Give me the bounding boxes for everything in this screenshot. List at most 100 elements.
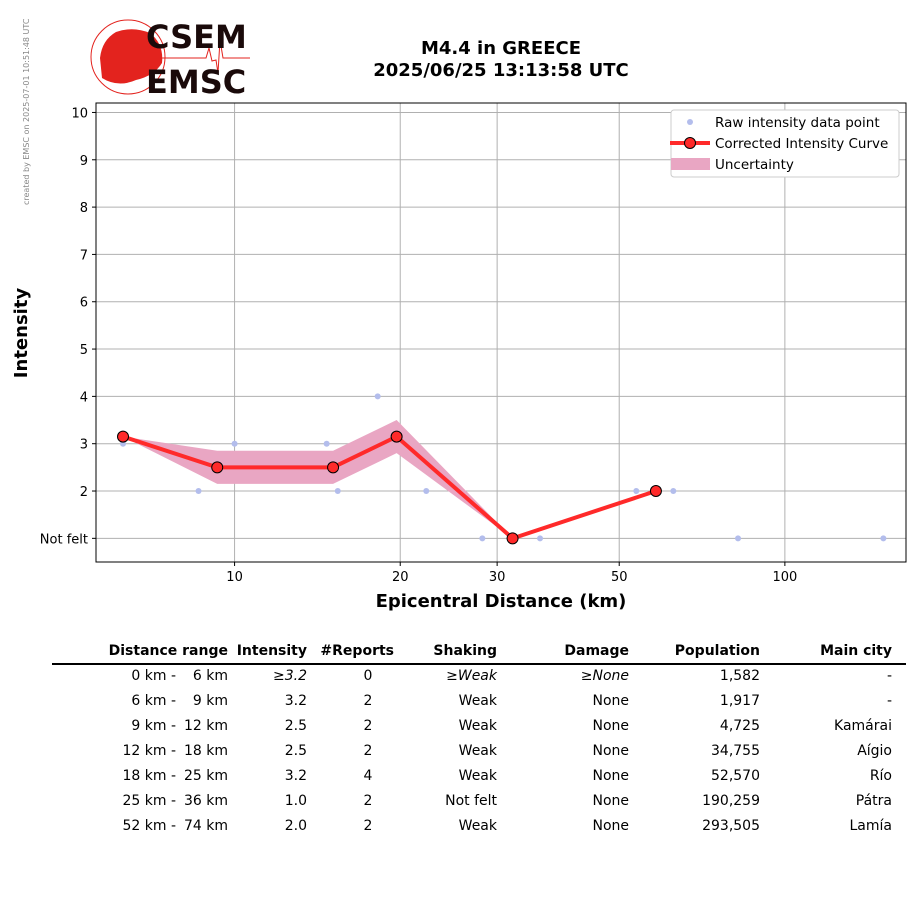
y-tick-label: 6 xyxy=(80,296,88,311)
damage-cell: None xyxy=(592,768,629,784)
main-city-cell: Kamárai xyxy=(834,718,892,734)
intensity-cell: 1.0 xyxy=(284,793,307,809)
damage-cell: ≥None xyxy=(580,668,629,684)
raw-data-point xyxy=(195,488,202,495)
y-tick-label: 7 xyxy=(80,248,88,263)
raw-data-point xyxy=(323,440,330,447)
shaking-cell: Weak xyxy=(458,818,497,834)
y-tick-label: 5 xyxy=(80,343,88,358)
svg-text:EMSC: EMSC xyxy=(146,63,246,98)
svg-text:CSEM: CSEM xyxy=(146,18,247,56)
distance-from: 9 km - xyxy=(131,718,176,734)
curve-marker xyxy=(649,485,662,498)
x-tick-label: 30 xyxy=(489,570,506,585)
y-tick-label: 9 xyxy=(80,154,88,169)
column-header: Intensity xyxy=(236,643,307,659)
x-tick-label: 50 xyxy=(611,570,628,585)
distance-to: 18 km xyxy=(183,743,228,759)
y-tick-label: Not felt xyxy=(40,532,88,547)
raw-data-point xyxy=(537,535,544,542)
reports-cell: 0 xyxy=(363,668,373,684)
main-city-cell: - xyxy=(886,693,892,709)
intensity-cell: 2.0 xyxy=(284,818,307,834)
shaking-cell: Weak xyxy=(458,693,497,709)
damage-cell: None xyxy=(592,818,629,834)
x-axis-label: Epicentral Distance (km) xyxy=(376,591,627,612)
intensity-cell: 3.2 xyxy=(284,768,307,784)
main-city-cell: - xyxy=(886,668,892,684)
distance-to: 12 km xyxy=(183,718,228,734)
shaking-cell: Not felt xyxy=(445,793,497,809)
main-city-cell: Lamía xyxy=(849,818,893,834)
damage-cell: None xyxy=(592,693,629,709)
curve-marker xyxy=(211,461,224,474)
intensity-cell: 3.2 xyxy=(284,693,307,709)
raw-data-point xyxy=(334,488,341,495)
curve-marker xyxy=(117,430,130,443)
legend-curve-marker xyxy=(684,137,696,149)
legend-label: Raw intensity data point xyxy=(715,115,880,131)
distance-from: 25 km - xyxy=(122,793,176,809)
main-city-cell: Río xyxy=(869,768,892,784)
raw-data-point xyxy=(479,535,486,542)
legend-label: Corrected Intensity Curve xyxy=(715,136,888,152)
intensity-cell: ≥3.2 xyxy=(273,668,307,684)
distance-to: 9 km xyxy=(192,693,228,709)
emsc-logo: CSEM EMSC xyxy=(90,18,250,98)
title-datetime: 2025/06/25 13:13:58 UTC xyxy=(373,60,629,81)
shaking-cell: Weak xyxy=(458,743,497,759)
y-tick-label: 8 xyxy=(80,201,88,216)
raw-data-point xyxy=(880,535,887,542)
y-tick-label: 2 xyxy=(80,485,88,500)
population-cell: 34,755 xyxy=(711,743,760,759)
reports-cell: 2 xyxy=(363,818,373,834)
distance-to: 74 km xyxy=(183,818,228,834)
y-tick-label: 4 xyxy=(80,390,88,405)
chart-title: M4.4 in GREECE 2025/06/25 13:13:58 UTC xyxy=(373,38,629,82)
raw-data-point xyxy=(670,488,677,495)
column-header: Damage xyxy=(564,643,629,659)
curve-marker xyxy=(327,461,340,474)
damage-cell: None xyxy=(592,793,629,809)
raw-data-point xyxy=(374,393,381,400)
column-header: Population xyxy=(674,643,760,659)
legend-label: Uncertainty xyxy=(715,157,794,173)
main-city-cell: Aígio xyxy=(857,743,892,759)
distance-from: 6 km - xyxy=(131,693,176,709)
distance-to: 36 km xyxy=(183,793,228,809)
raw-data-point xyxy=(633,488,640,495)
y-axis-label: Intensity xyxy=(11,288,32,379)
reports-cell: 2 xyxy=(363,693,373,709)
population-cell: 190,259 xyxy=(702,793,760,809)
damage-cell: None xyxy=(592,743,629,759)
population-cell: 293,505 xyxy=(702,818,760,834)
column-header: #Reports xyxy=(320,643,394,659)
y-tick-label: 10 xyxy=(71,106,88,121)
reports-cell: 4 xyxy=(363,768,373,784)
x-tick-label: 20 xyxy=(392,570,409,585)
shaking-cell: Weak xyxy=(458,718,497,734)
reports-cell: 2 xyxy=(363,718,373,734)
reports-cell: 2 xyxy=(363,793,373,809)
curve-marker xyxy=(390,430,403,443)
damage-cell: None xyxy=(592,718,629,734)
legend-raw-marker xyxy=(687,119,693,125)
table-header-rule xyxy=(52,663,906,665)
corrected-intensity-line xyxy=(122,434,657,541)
shaking-cell: ≥Weak xyxy=(446,668,497,684)
population-cell: 1,917 xyxy=(719,693,760,709)
population-cell: 52,570 xyxy=(711,768,760,784)
reports-cell: 2 xyxy=(363,743,373,759)
title-event: M4.4 in GREECE xyxy=(420,38,582,59)
intensity-cell: 2.5 xyxy=(284,718,307,734)
intensity-chart: 10 20 30 50 100 Not felt 2 3 4 5 6 7 8 9 10 Epicentral … xyxy=(11,102,907,612)
distance-from: 52 km - xyxy=(122,818,176,834)
plot-frame xyxy=(95,102,907,563)
legend-uncertainty-swatch xyxy=(671,158,710,170)
distance-from: 18 km - xyxy=(122,768,176,784)
column-header: Distance range xyxy=(108,643,228,659)
raw-data-point xyxy=(231,440,238,447)
distance-to: 25 km xyxy=(183,768,228,784)
population-cell: 1,582 xyxy=(719,668,760,684)
